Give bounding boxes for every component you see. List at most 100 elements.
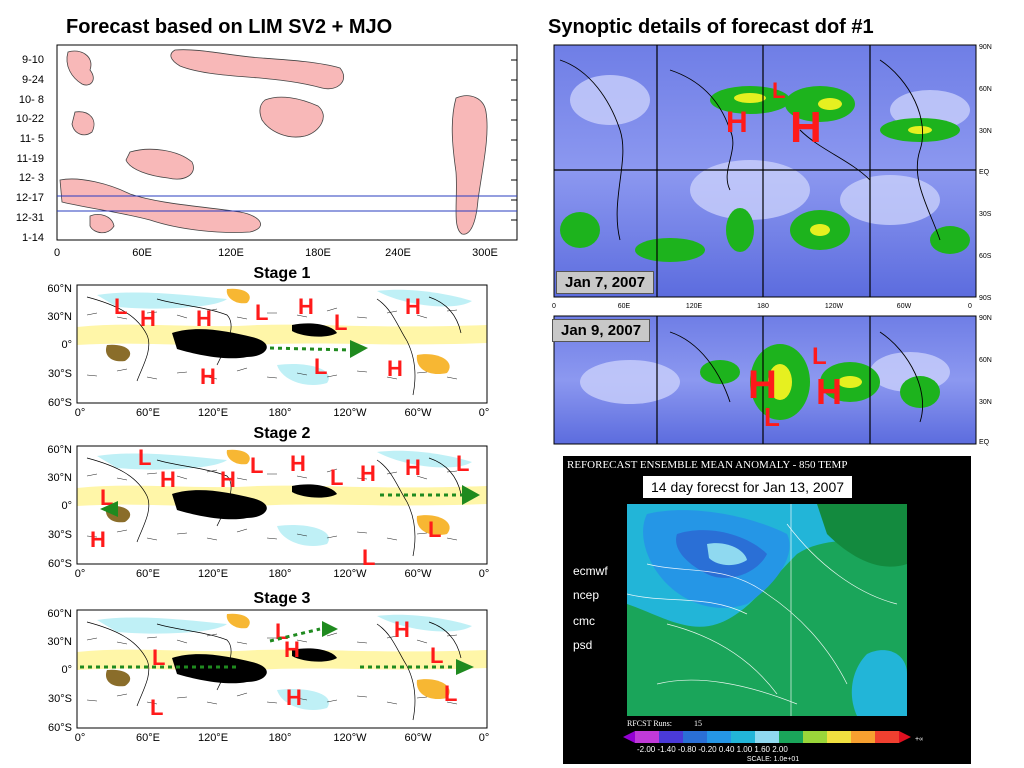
syn-lon-label: 60E — [618, 303, 631, 310]
syn-lat-label: 30N — [979, 128, 992, 135]
stage-lat-label: 60°S — [48, 558, 72, 570]
syn-lat-label: 90N — [979, 44, 992, 51]
hov-y-label: 11-19 — [17, 153, 44, 165]
svg-text:L: L — [114, 294, 127, 319]
syn-lat-label: 30S — [979, 211, 992, 218]
stage-1-title: Stage 1 — [253, 265, 311, 282]
syn-lat-label: 90S — [979, 295, 992, 302]
scale-end-right: +∞ — [915, 736, 923, 743]
hov-y-label: 11- 5 — [20, 133, 44, 145]
svg-text:L: L — [428, 517, 441, 542]
svg-text:H: H — [90, 527, 106, 552]
stage-lat-label: 30°N — [47, 311, 72, 323]
stage-lat-label: 30°N — [47, 636, 72, 648]
hov-x-label: 120E — [218, 247, 244, 259]
right-title: Synoptic details of forecast dof #1 — [548, 16, 874, 38]
stage-lat-label: 60°N — [47, 444, 72, 456]
runs-label: RFCST Runs: — [627, 719, 672, 728]
stage-lon-label: 120°W — [333, 568, 367, 580]
svg-text:L: L — [250, 453, 263, 478]
svg-text:H: H — [140, 306, 156, 331]
syn-lon-label: 120E — [686, 303, 703, 310]
stage-lat-label: 60°S — [48, 397, 72, 409]
hov-y-label: 10-22 — [16, 113, 44, 125]
syn-lon-label: 0 — [968, 303, 972, 310]
svg-text:H: H — [816, 371, 842, 412]
syn-lat-label: 60N — [979, 86, 992, 93]
bottom-date-label: Jan 9, 2007 — [552, 319, 651, 342]
stage-lon-label: 60°E — [136, 568, 160, 580]
stage-lon-label: 0° — [75, 568, 86, 580]
svg-text:H: H — [160, 467, 176, 492]
stage-lat-label: 60°N — [47, 608, 72, 620]
hov-y-label: 10- 8 — [19, 94, 44, 106]
svg-text:H: H — [286, 685, 302, 710]
stage-lon-label: 180° — [269, 732, 292, 744]
syn-lat-label: EQ — [979, 169, 990, 176]
svg-text:L: L — [772, 78, 785, 103]
syn-lat-label: 60S — [979, 253, 992, 260]
svg-text:L: L — [362, 545, 375, 570]
svg-text:H: H — [405, 294, 421, 319]
svg-text:L: L — [430, 643, 443, 668]
hov-y-label: 12- 3 — [19, 172, 44, 184]
scale-note: SCALE: 1.0e+01 — [747, 756, 799, 763]
svg-text:H: H — [405, 455, 421, 480]
stage-lon-label: 60°E — [136, 732, 160, 744]
svg-text:L: L — [100, 485, 113, 510]
color-scale-bar: -∞ +∞ -2.00 -1.40 -0.80 -0.20 0.40 1.00 … — [623, 731, 923, 763]
svg-text:H: H — [748, 363, 777, 407]
svg-text:L: L — [152, 645, 165, 670]
stage-lon-label: 0° — [75, 407, 86, 419]
svg-text:H: H — [220, 467, 236, 492]
stage-lon-label: 60°W — [404, 732, 432, 744]
stage-3-title: Stage 3 — [253, 590, 311, 607]
svg-text:H: H — [284, 637, 300, 662]
stage-lon-label: 0° — [75, 732, 86, 744]
stage-lon-label: 120°W — [333, 732, 367, 744]
syn-lat-label: 60N — [979, 357, 992, 364]
stage-lon-label: 180° — [269, 568, 292, 580]
left-title: Forecast based on LIM SV2 + MJO — [66, 16, 393, 38]
svg-text:H: H — [394, 617, 410, 642]
hovmoller-diagram: 9-10 9-24 10- 8 10-22 11- 5 11-19 12- 3 … — [16, 44, 518, 259]
stage-lon-label: 180° — [269, 407, 292, 419]
syn-lon-label: 180 — [757, 303, 769, 310]
stage-lat-label: 0° — [61, 500, 72, 512]
scale-values: -2.00 -1.40 -0.80 -0.20 0.40 1.00 1.60 2… — [637, 745, 788, 754]
stage-lon-label: 0° — [479, 568, 490, 580]
stage-lat-label: 60°N — [47, 283, 72, 295]
svg-text:H: H — [290, 451, 306, 476]
syn-lon-label: 60W — [897, 303, 912, 310]
reforecast-subtitle: 14 day forecst for Jan 13, 2007 — [643, 476, 853, 498]
stage-lon-label: 120°E — [198, 732, 228, 744]
synoptic-map-bottom: H L H L 90N 60N 30N EQ — [553, 315, 992, 446]
svg-text:L: L — [812, 343, 827, 370]
hov-y-label: 1-14 — [22, 232, 44, 244]
stage-lat-label: 60°S — [48, 722, 72, 734]
hov-x-label: 0 — [54, 247, 60, 259]
model-label-ecmwf: ecmwf — [573, 564, 608, 578]
runs-value: 15 — [693, 719, 702, 728]
reforecast-map — [627, 504, 907, 716]
stage-lon-label: 60°W — [404, 568, 432, 580]
svg-text:L: L — [764, 402, 780, 432]
stage-2-title: Stage 2 — [253, 425, 311, 442]
hov-x-label: 180E — [305, 247, 331, 259]
syn-lon-label: 0 — [552, 303, 556, 310]
svg-text:H: H — [387, 356, 403, 381]
syn-lat-label: 90N — [979, 315, 992, 322]
reforecast-panel: REFORECAST ENSEMBLE MEAN ANOMALY - 850 T… — [563, 456, 971, 764]
svg-text:L: L — [138, 445, 151, 470]
syn-lat-label: 30N — [979, 399, 992, 406]
hov-x-label: 300E — [472, 247, 498, 259]
model-label-cmc: cmc — [573, 614, 595, 628]
hov-y-label: 9-10 — [22, 54, 44, 66]
synoptic-map-top: H L H 90N 60N 30N EQ 30S 60S 90S 0 60E 1… — [552, 44, 992, 310]
stage-lon-label: 0° — [479, 732, 490, 744]
svg-text:L: L — [255, 300, 268, 325]
stage-lat-label: 30°S — [48, 693, 72, 705]
svg-text:H: H — [790, 103, 822, 152]
